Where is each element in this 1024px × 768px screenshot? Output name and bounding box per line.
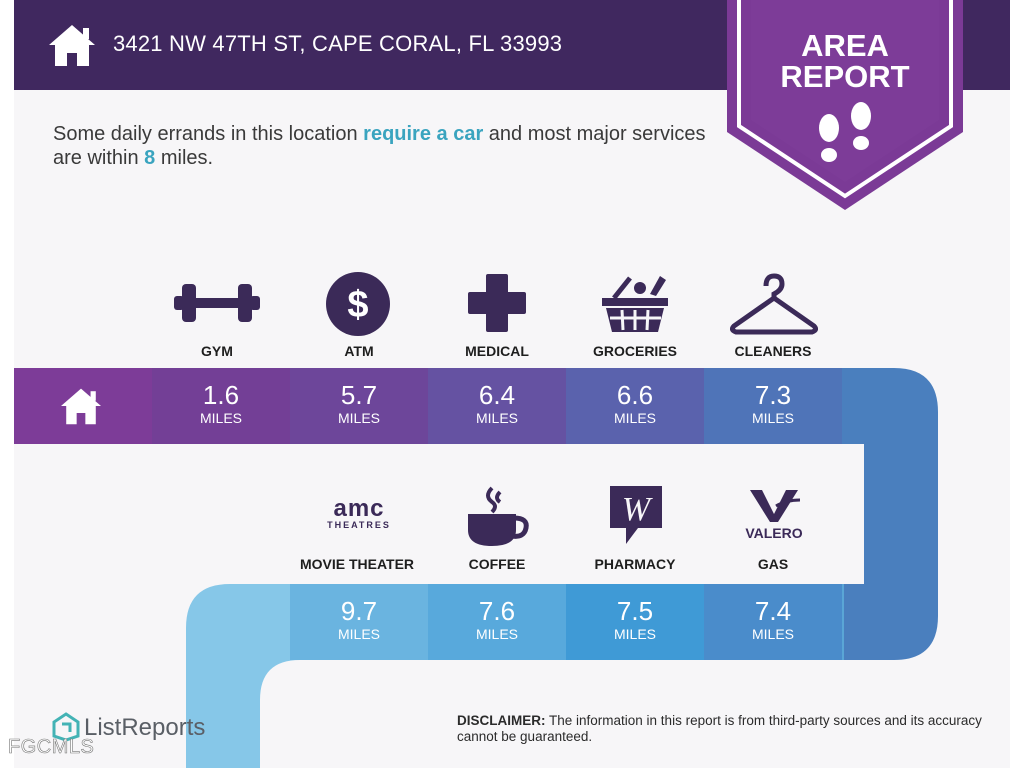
distance-cell-pharmacy: 7.5 MILES bbox=[566, 584, 704, 660]
disclaimer: DISCLAIMER: The information in this repo… bbox=[457, 713, 982, 744]
distance-cell-cleaners: 7.3 MILES bbox=[704, 368, 842, 444]
home-icon bbox=[49, 25, 95, 66]
valero-logo: VALERO bbox=[745, 490, 803, 540]
coffee-cup-icon bbox=[468, 486, 529, 546]
distance-cell-atm: 5.7 MILES bbox=[290, 368, 428, 444]
dumbbell-icon bbox=[174, 284, 260, 322]
distance-cell-gas: 7.4 MILES bbox=[704, 584, 842, 660]
amc-theatres-logo: amc THEATRES bbox=[327, 495, 391, 531]
distance-cell-coffee: 7.6 MILES bbox=[428, 584, 566, 660]
svg-text:VALERO: VALERO bbox=[745, 525, 802, 540]
medical-cross-icon bbox=[468, 274, 526, 332]
category-label-cleaners: CLEANERS bbox=[734, 343, 812, 359]
property-address: 3421 NW 47TH ST, CAPE CORAL, FL 33993 bbox=[113, 31, 563, 56]
hanger-icon bbox=[730, 273, 818, 335]
intro-text: Some daily errands in this location requ… bbox=[53, 123, 706, 169]
category-label-medical: MEDICAL bbox=[465, 343, 529, 359]
mls-watermark: FGCMLS bbox=[8, 736, 95, 759]
distance-cell-movie-theater: 9.7 MILES bbox=[290, 584, 428, 660]
area-report-title: AREA REPORT bbox=[780, 28, 910, 94]
distance-cell-groceries: 6.6 MILES bbox=[566, 368, 704, 444]
category-label-gas: GAS bbox=[757, 556, 789, 572]
area-report-badge bbox=[727, 0, 963, 210]
grocery-basket-icon bbox=[602, 276, 668, 332]
walgreens-logo: W bbox=[610, 486, 662, 544]
distance-row-1: 1.6 MILES 5.7 MILES 6.4 MILES 6.6 MILES 7.3 M… bbox=[14, 368, 844, 444]
distance-row-2: 9.7 MILES 7.6 MILES 7.5 MILES 7.4 MILES bbox=[290, 584, 844, 660]
dollar-icon: $ bbox=[326, 272, 390, 336]
svg-text:$: $ bbox=[347, 284, 368, 326]
car-requirement: require a car bbox=[363, 123, 484, 145]
listreports-brand: ListReports bbox=[84, 714, 206, 741]
category-label-coffee: COFFEE bbox=[468, 556, 526, 572]
category-label-gym: GYM bbox=[201, 343, 233, 359]
category-label-groceries: GROCERIES bbox=[592, 343, 677, 359]
category-label-movie-theater: MOVIE THEATER bbox=[299, 556, 415, 572]
distance-cell-gym: 1.6 MILES bbox=[152, 368, 290, 444]
svg-text:W: W bbox=[622, 491, 653, 528]
footprints-icon bbox=[819, 102, 871, 162]
category-label-pharmacy: PHARMACY bbox=[594, 556, 676, 572]
category-label-atm: ATM bbox=[344, 343, 374, 359]
distance-cell-medical: 6.4 MILES bbox=[428, 368, 566, 444]
home-icon bbox=[61, 388, 101, 425]
start-home-cell bbox=[14, 368, 152, 444]
max-miles: 8 bbox=[144, 147, 156, 169]
listreports-logo-icon bbox=[52, 712, 80, 742]
area-report: 3421 NW 47TH ST, CAPE CORAL, FL 33993 AR… bbox=[14, 0, 1010, 768]
